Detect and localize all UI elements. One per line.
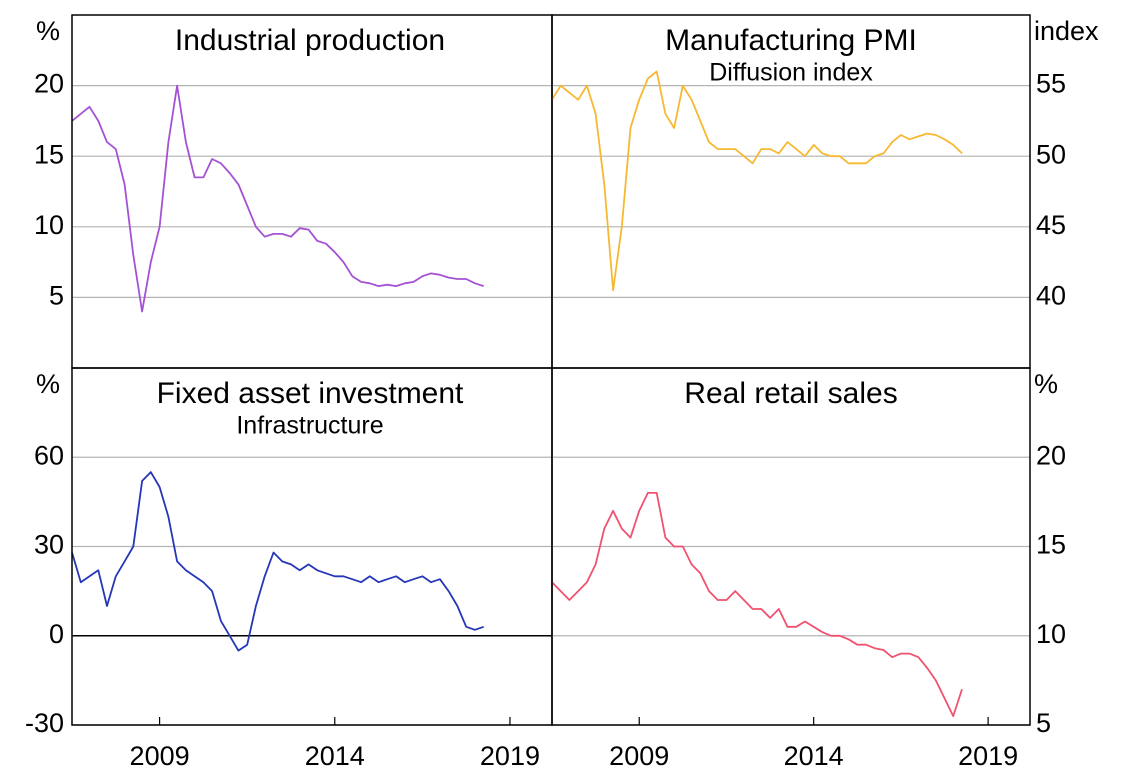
unit-label: index	[1034, 16, 1099, 46]
panel-title: Industrial production	[175, 24, 445, 57]
panel-subtitle: Diffusion index	[709, 59, 873, 87]
y-tick-label: 60	[34, 440, 64, 470]
y-tick-label: 40	[1036, 281, 1066, 311]
y-tick-label: 10	[34, 210, 64, 240]
y-tick-label: 30	[34, 530, 64, 560]
x-tick-label: 2014	[305, 741, 365, 771]
y-tick-label: 15	[1036, 530, 1066, 560]
y-tick-label: 50	[1036, 139, 1066, 169]
series-line	[71, 84, 484, 313]
y-tick-label: 5	[49, 281, 64, 311]
series-line	[551, 492, 963, 717]
series-line	[551, 70, 963, 292]
x-tick-label: 2009	[130, 741, 190, 771]
y-tick-label: 20	[34, 69, 64, 99]
panel-title: Real retail sales	[684, 377, 897, 410]
y-tick-label: 10	[1036, 619, 1066, 649]
y-tick-label: 20	[1036, 440, 1066, 470]
panel-title: Manufacturing PMI	[665, 24, 917, 57]
x-tick-label: 2014	[784, 741, 844, 771]
x-tick-label: 2019	[480, 741, 540, 771]
x-tick-label: 2019	[958, 741, 1018, 771]
y-tick-label: 55	[1036, 69, 1066, 99]
series-line	[71, 471, 484, 652]
y-tick-label: -30	[25, 708, 64, 738]
panel-frame	[551, 367, 1031, 726]
panel-title: Fixed asset investment	[157, 377, 464, 410]
y-tick-label: 45	[1036, 210, 1066, 240]
panel-subtitle: Infrastructure	[236, 412, 383, 440]
y-tick-label: 5	[1036, 708, 1051, 738]
y-tick-label: 15	[34, 139, 64, 169]
unit-label: %	[36, 16, 60, 46]
panel-frame	[71, 14, 553, 369]
y-tick-label: 0	[49, 619, 64, 649]
x-tick-label: 2009	[609, 741, 669, 771]
unit-label: %	[36, 369, 60, 399]
unit-label: %	[1034, 369, 1058, 399]
